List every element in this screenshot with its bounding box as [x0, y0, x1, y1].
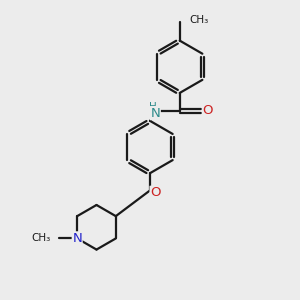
Text: H: H	[149, 102, 157, 112]
Text: O: O	[150, 186, 160, 199]
Text: CH₃: CH₃	[189, 15, 208, 25]
Text: O: O	[202, 104, 213, 117]
Text: N: N	[72, 232, 82, 245]
Text: N: N	[151, 106, 160, 120]
Text: CH₃: CH₃	[31, 233, 50, 243]
